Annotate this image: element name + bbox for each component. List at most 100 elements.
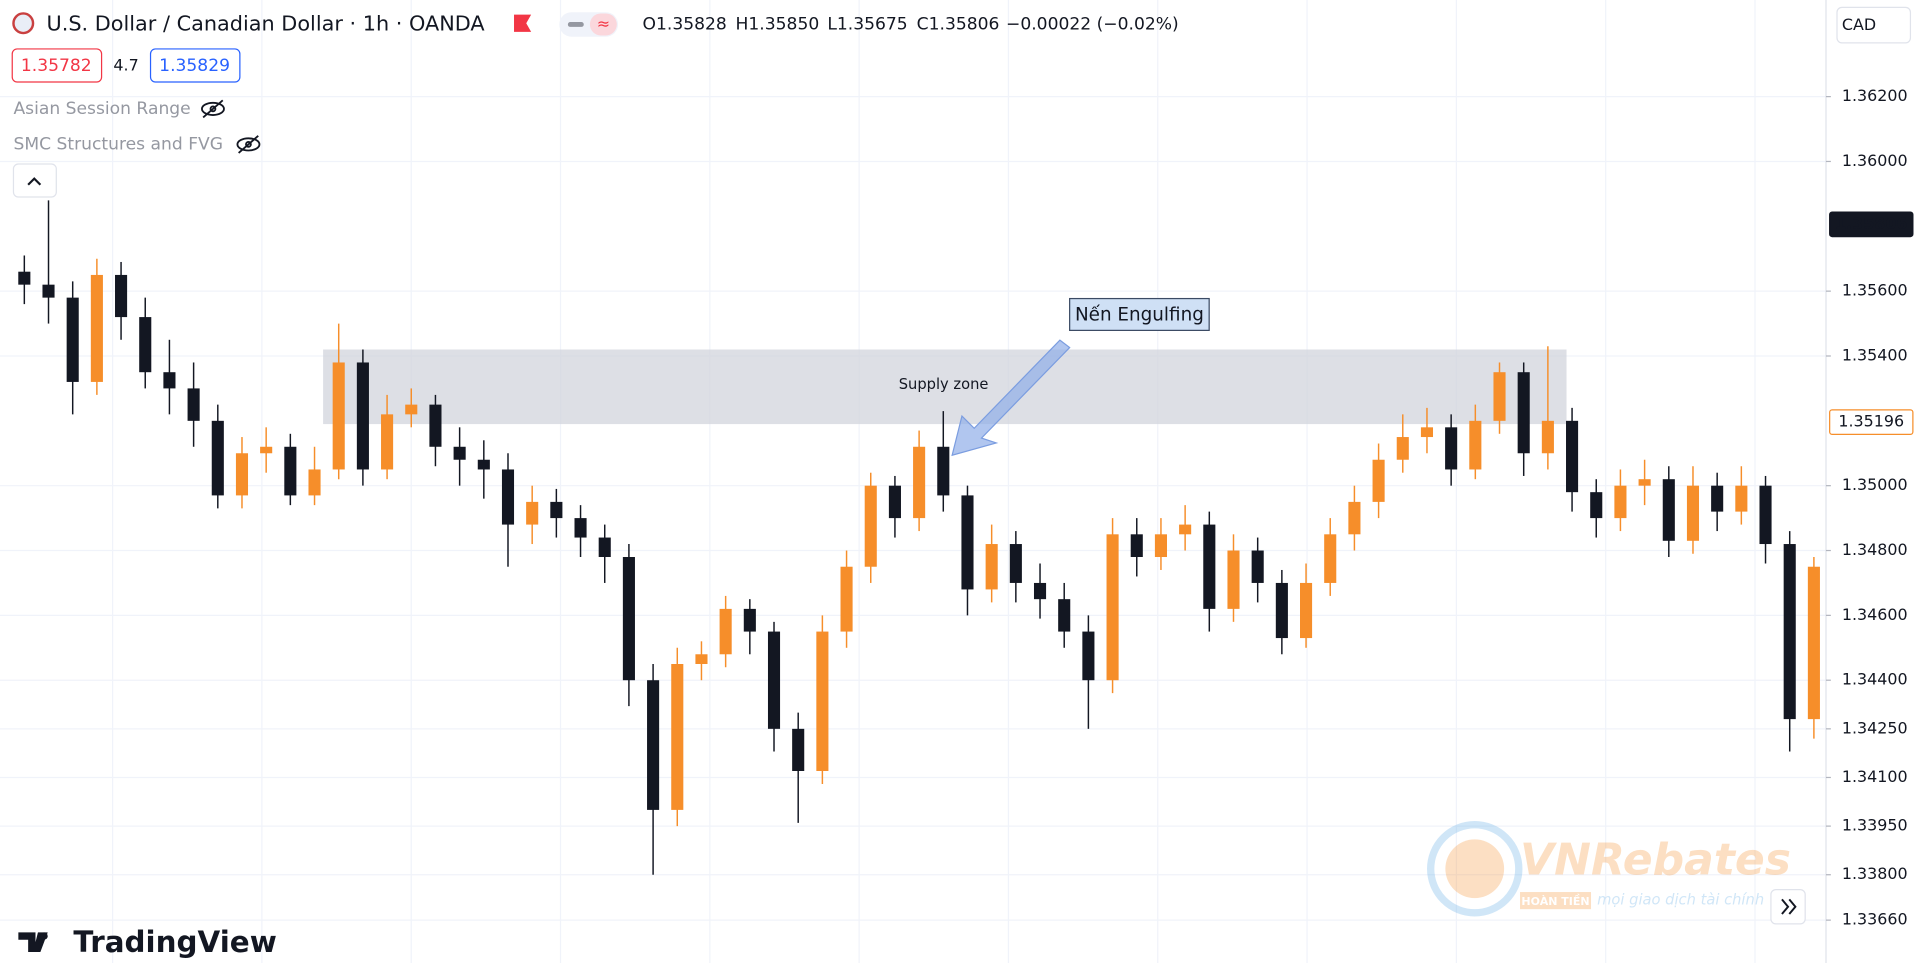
candle-body: [1445, 427, 1458, 470]
candle-body: [1590, 492, 1603, 519]
candle-body: [1227, 550, 1240, 609]
candle-body: [1372, 459, 1385, 502]
hide-icon[interactable]: [236, 135, 261, 154]
y-tick-label: 1.35000: [1842, 475, 1908, 494]
watermark-tag: HOÀN TIỀN: [1521, 894, 1589, 908]
candle-body: [1783, 544, 1796, 720]
candle-body: [1251, 550, 1264, 583]
candle-body: [1566, 420, 1579, 493]
candle-body: [1396, 437, 1409, 460]
candle-body: [501, 469, 515, 525]
y-tick-label: 1.36200: [1842, 86, 1908, 105]
y-tick-label: 1.33660: [1842, 910, 1908, 929]
ohlc-readout: O1.35828 H1.35850 L1.35675 C1.35806 −0.00022…: [643, 14, 1179, 34]
collapse-icon: [27, 177, 42, 186]
candle-body: [864, 485, 877, 567]
candle-body: [1130, 534, 1143, 558]
y-tick-label: 1.33950: [1842, 816, 1908, 835]
candle-body: [1106, 534, 1119, 681]
candle-body: [477, 459, 490, 470]
candle-body: [913, 446, 926, 519]
toggle-icon: [567, 22, 584, 27]
logo-dot: [40, 932, 48, 940]
candle-body: [1154, 534, 1167, 558]
candle-body: [284, 446, 297, 496]
watermark-slogan: mọi giao dịch tài chính: [1597, 892, 1764, 909]
ohlc-value: −0.00022 (−0.02%): [1006, 14, 1179, 34]
candle-body: [1420, 427, 1434, 438]
watermark: VNRebates HOÀN TIỀN mọi giao dịch tài ch…: [1427, 821, 1791, 917]
candle-body: [1807, 566, 1820, 720]
symbol-title[interactable]: U.S. Dollar / Canadian Dollar · 1h · OAN…: [47, 11, 486, 35]
candle-body: [888, 485, 901, 519]
y-tick-label: 1.34250: [1842, 718, 1908, 737]
candle-body: [1711, 485, 1724, 512]
candle-body: [308, 469, 321, 496]
candle-body: [961, 495, 974, 590]
y-tick-label: 1.34800: [1842, 540, 1908, 559]
indicator-label[interactable]: Asian Session Range: [13, 99, 190, 119]
candle-body: [1469, 420, 1482, 470]
hide-icon[interactable]: [201, 99, 225, 119]
bid-box[interactable]: [11, 48, 103, 83]
scroll-icon: [1788, 898, 1797, 915]
price-label: 1.35806: [1835, 214, 1907, 233]
price-axis: 1.36200 1.36000 1.35600 1.35400 1.35000 1.348…: [1825, 0, 1914, 963]
logo[interactable]: TradingView: [18, 925, 277, 959]
candle-body: [18, 271, 31, 285]
candle-body: [1517, 372, 1530, 454]
candle-body: [429, 404, 442, 447]
y-tick-label: 1.34400: [1842, 670, 1908, 689]
candle-body: [115, 274, 128, 318]
candle-body: [671, 663, 684, 810]
candle-body: [1686, 485, 1700, 541]
candle-body: [1082, 631, 1095, 681]
candle-body: [840, 566, 853, 632]
candle-body: [1033, 582, 1047, 600]
candle-body: [211, 420, 224, 496]
annotation-box: [1069, 297, 1210, 331]
candle-body: [1541, 420, 1554, 454]
candle-body: [1735, 485, 1748, 512]
candle-body: [695, 654, 708, 664]
candle-body: [598, 537, 611, 558]
candle-body: [381, 414, 394, 470]
candle-body: [937, 446, 950, 496]
candle-body: [405, 404, 418, 415]
spread: 4.7: [113, 56, 138, 75]
candle-body: [1614, 485, 1627, 519]
currency-button[interactable]: [1836, 6, 1912, 44]
candle-body: [1275, 582, 1288, 639]
price-label-box: [1829, 211, 1914, 238]
candle-body: [1324, 534, 1337, 583]
currency: CAD: [1842, 15, 1876, 34]
candle-body: [550, 501, 563, 519]
candle-body: [719, 608, 732, 655]
candle-body: [332, 362, 345, 470]
grid: [0, 0, 1826, 963]
watermark-brand: VNRebates: [1520, 835, 1791, 886]
candle-body: [647, 680, 660, 810]
zone-label: Supply zone: [899, 376, 989, 393]
candle-body: [526, 501, 539, 525]
toggle-wave: ≈: [597, 14, 610, 33]
y-tick-label: 1.36000: [1842, 151, 1908, 170]
flag-marker[interactable]: [514, 14, 532, 32]
candle-layer: [18, 200, 1820, 875]
candle-body: [1009, 544, 1022, 583]
candle-body: [792, 728, 805, 771]
annotation-text: Nến Engulfing: [1075, 305, 1204, 326]
y-tick-label: 1.33800: [1842, 864, 1908, 883]
candle-body: [622, 557, 635, 681]
y-tick-label: 1.35400: [1842, 345, 1908, 364]
scroll-icon: [1781, 898, 1790, 915]
indicator-label[interactable]: SMC Structures and FVG: [13, 134, 223, 154]
candle-body: [66, 297, 79, 382]
ask-box[interactable]: [149, 48, 241, 83]
y-tick-label: 1.35600: [1842, 281, 1908, 300]
candle-body: [356, 362, 369, 470]
logo-mark: [18, 932, 48, 952]
candle-body: [767, 631, 781, 729]
